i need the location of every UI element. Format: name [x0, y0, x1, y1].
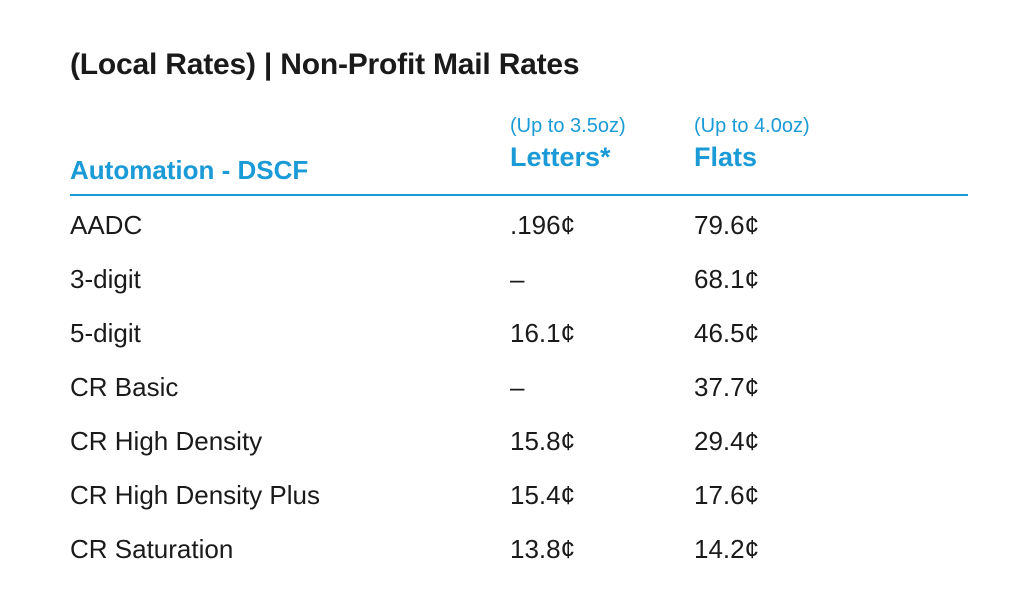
row-flats-rate: 79.6¢ — [694, 210, 760, 240]
row-letters-rate: 13.8¢ — [510, 534, 576, 564]
table-row: CR Basic – 37.7¢ — [70, 360, 968, 414]
row-flats-rate: 46.5¢ — [694, 318, 760, 348]
row-flats-rate: 14.2¢ — [694, 534, 760, 564]
row-name: CR High Density — [70, 426, 263, 456]
row-letters-rate: – — [510, 264, 525, 294]
row-name: CR High Density Plus — [70, 480, 320, 510]
row-flats-rate: 17.6¢ — [694, 480, 760, 510]
header-divider — [70, 194, 968, 196]
page-title: (Local Rates) | Non-Profit Mail Rates — [70, 48, 580, 81]
row-letters-rate: 15.8¢ — [510, 426, 576, 456]
row-name: AADC — [70, 210, 143, 240]
row-flats-rate: 68.1¢ — [694, 264, 760, 294]
table-row: CR High Density 15.8¢ 29.4¢ — [70, 414, 968, 468]
table-row: 5-digit 16.1¢ 46.5¢ — [70, 306, 968, 360]
row-name: CR Basic — [70, 372, 179, 402]
table-row: CR Saturation 13.8¢ 14.2¢ — [70, 522, 968, 576]
row-name: CR Saturation — [70, 534, 234, 564]
section-label: Automation - DSCF — [70, 155, 309, 185]
table-header: Automation - DSCF (Up to 3.5oz) Letters*… — [70, 110, 968, 194]
column-name-letters: Letters* — [510, 142, 611, 172]
column-header-flats: (Up to 4.0oz) Flats — [694, 114, 810, 176]
row-letters-rate: 15.4¢ — [510, 480, 576, 510]
column-header-letters: (Up to 3.5oz) Letters* — [510, 114, 626, 176]
table-row: AADC .196¢ 79.6¢ — [70, 198, 968, 252]
row-letters-rate: 16.1¢ — [510, 318, 576, 348]
row-letters-rate: .196¢ — [510, 210, 576, 240]
table-row: CR High Density Plus 15.4¢ 17.6¢ — [70, 468, 968, 522]
row-name: 5-digit — [70, 318, 141, 348]
column-note-letters: (Up to 3.5oz) — [510, 115, 626, 137]
row-flats-rate: 29.4¢ — [694, 426, 760, 456]
column-note-flats: (Up to 4.0oz) — [694, 115, 810, 137]
column-name-flats: Flats — [694, 142, 758, 172]
row-name: 3-digit — [70, 264, 141, 294]
row-letters-rate: – — [510, 372, 525, 402]
table-row: 3-digit – 68.1¢ — [70, 252, 968, 306]
row-flats-rate: 37.7¢ — [694, 372, 760, 402]
rate-table-body: AADC .196¢ 79.6¢ 3-digit – 68.1¢ 5-digit… — [70, 198, 968, 576]
